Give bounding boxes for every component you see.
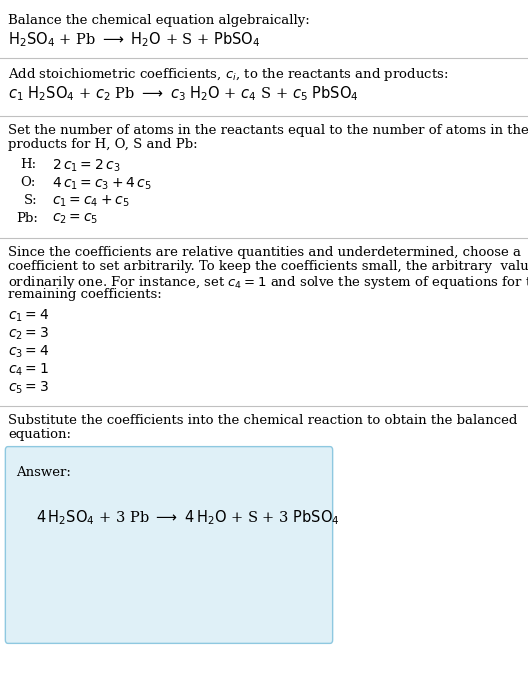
- Text: $\mathit{c}_1$ $\mathsf{H_2SO_4}$ + $\mathit{c}_2$ Pb $\longrightarrow$ $\mathit: $\mathit{c}_1$ $\mathsf{H_2SO_4}$ + $\ma…: [8, 84, 359, 103]
- Text: $c_1 = 4$: $c_1 = 4$: [8, 308, 49, 324]
- Text: Set the number of atoms in the reactants equal to the number of atoms in the: Set the number of atoms in the reactants…: [8, 124, 528, 137]
- Text: coefficient to set arbitrarily. To keep the coefficients small, the arbitrary  v: coefficient to set arbitrarily. To keep …: [8, 260, 528, 273]
- Text: Balance the chemical equation algebraically:: Balance the chemical equation algebraica…: [8, 14, 310, 27]
- Text: Substitute the coefficients into the chemical reaction to obtain the balanced: Substitute the coefficients into the che…: [8, 414, 517, 427]
- Text: H:: H:: [20, 158, 36, 171]
- Text: Answer:: Answer:: [16, 466, 71, 479]
- Text: $2\,c_1 = 2\,c_3$: $2\,c_1 = 2\,c_3$: [52, 158, 120, 174]
- Text: $c_3 = 4$: $c_3 = 4$: [8, 344, 49, 360]
- Text: $c_5 = 3$: $c_5 = 3$: [8, 380, 49, 396]
- Text: $4\,\mathsf{H_2SO_4}$ + 3 Pb $\longrightarrow$ $4\,\mathsf{H_2O}$ + S + 3 $\math: $4\,\mathsf{H_2SO_4}$ + 3 Pb $\longright…: [36, 508, 340, 527]
- Text: $\mathsf{H_2SO_4}$ + Pb $\longrightarrow$ $\mathsf{H_2O}$ + S + $\mathsf{PbSO_4}: $\mathsf{H_2SO_4}$ + Pb $\longrightarrow…: [8, 30, 260, 49]
- Text: $4\,c_1 = c_3 + 4\,c_5$: $4\,c_1 = c_3 + 4\,c_5$: [52, 176, 152, 193]
- Text: Since the coefficients are relative quantities and underdetermined, choose a: Since the coefficients are relative quan…: [8, 246, 521, 259]
- Text: Pb:: Pb:: [16, 212, 38, 225]
- Text: Add stoichiometric coefficients, $\mathit{c}_i$, to the reactants and products:: Add stoichiometric coefficients, $\mathi…: [8, 66, 448, 83]
- Text: $c_4 = 1$: $c_4 = 1$: [8, 362, 49, 379]
- Text: products for H, O, S and Pb:: products for H, O, S and Pb:: [8, 138, 197, 151]
- Text: $c_1 = c_4 + c_5$: $c_1 = c_4 + c_5$: [52, 194, 129, 210]
- Text: ordinarily one. For instance, set $c_4 = 1$ and solve the system of equations fo: ordinarily one. For instance, set $c_4 =…: [8, 274, 528, 291]
- FancyBboxPatch shape: [5, 447, 333, 644]
- Text: equation:: equation:: [8, 428, 71, 441]
- Text: $c_2 = c_5$: $c_2 = c_5$: [52, 212, 98, 226]
- Text: O:: O:: [20, 176, 35, 189]
- Text: remaining coefficients:: remaining coefficients:: [8, 288, 162, 301]
- Text: $c_2 = 3$: $c_2 = 3$: [8, 326, 49, 343]
- Text: S:: S:: [24, 194, 37, 207]
